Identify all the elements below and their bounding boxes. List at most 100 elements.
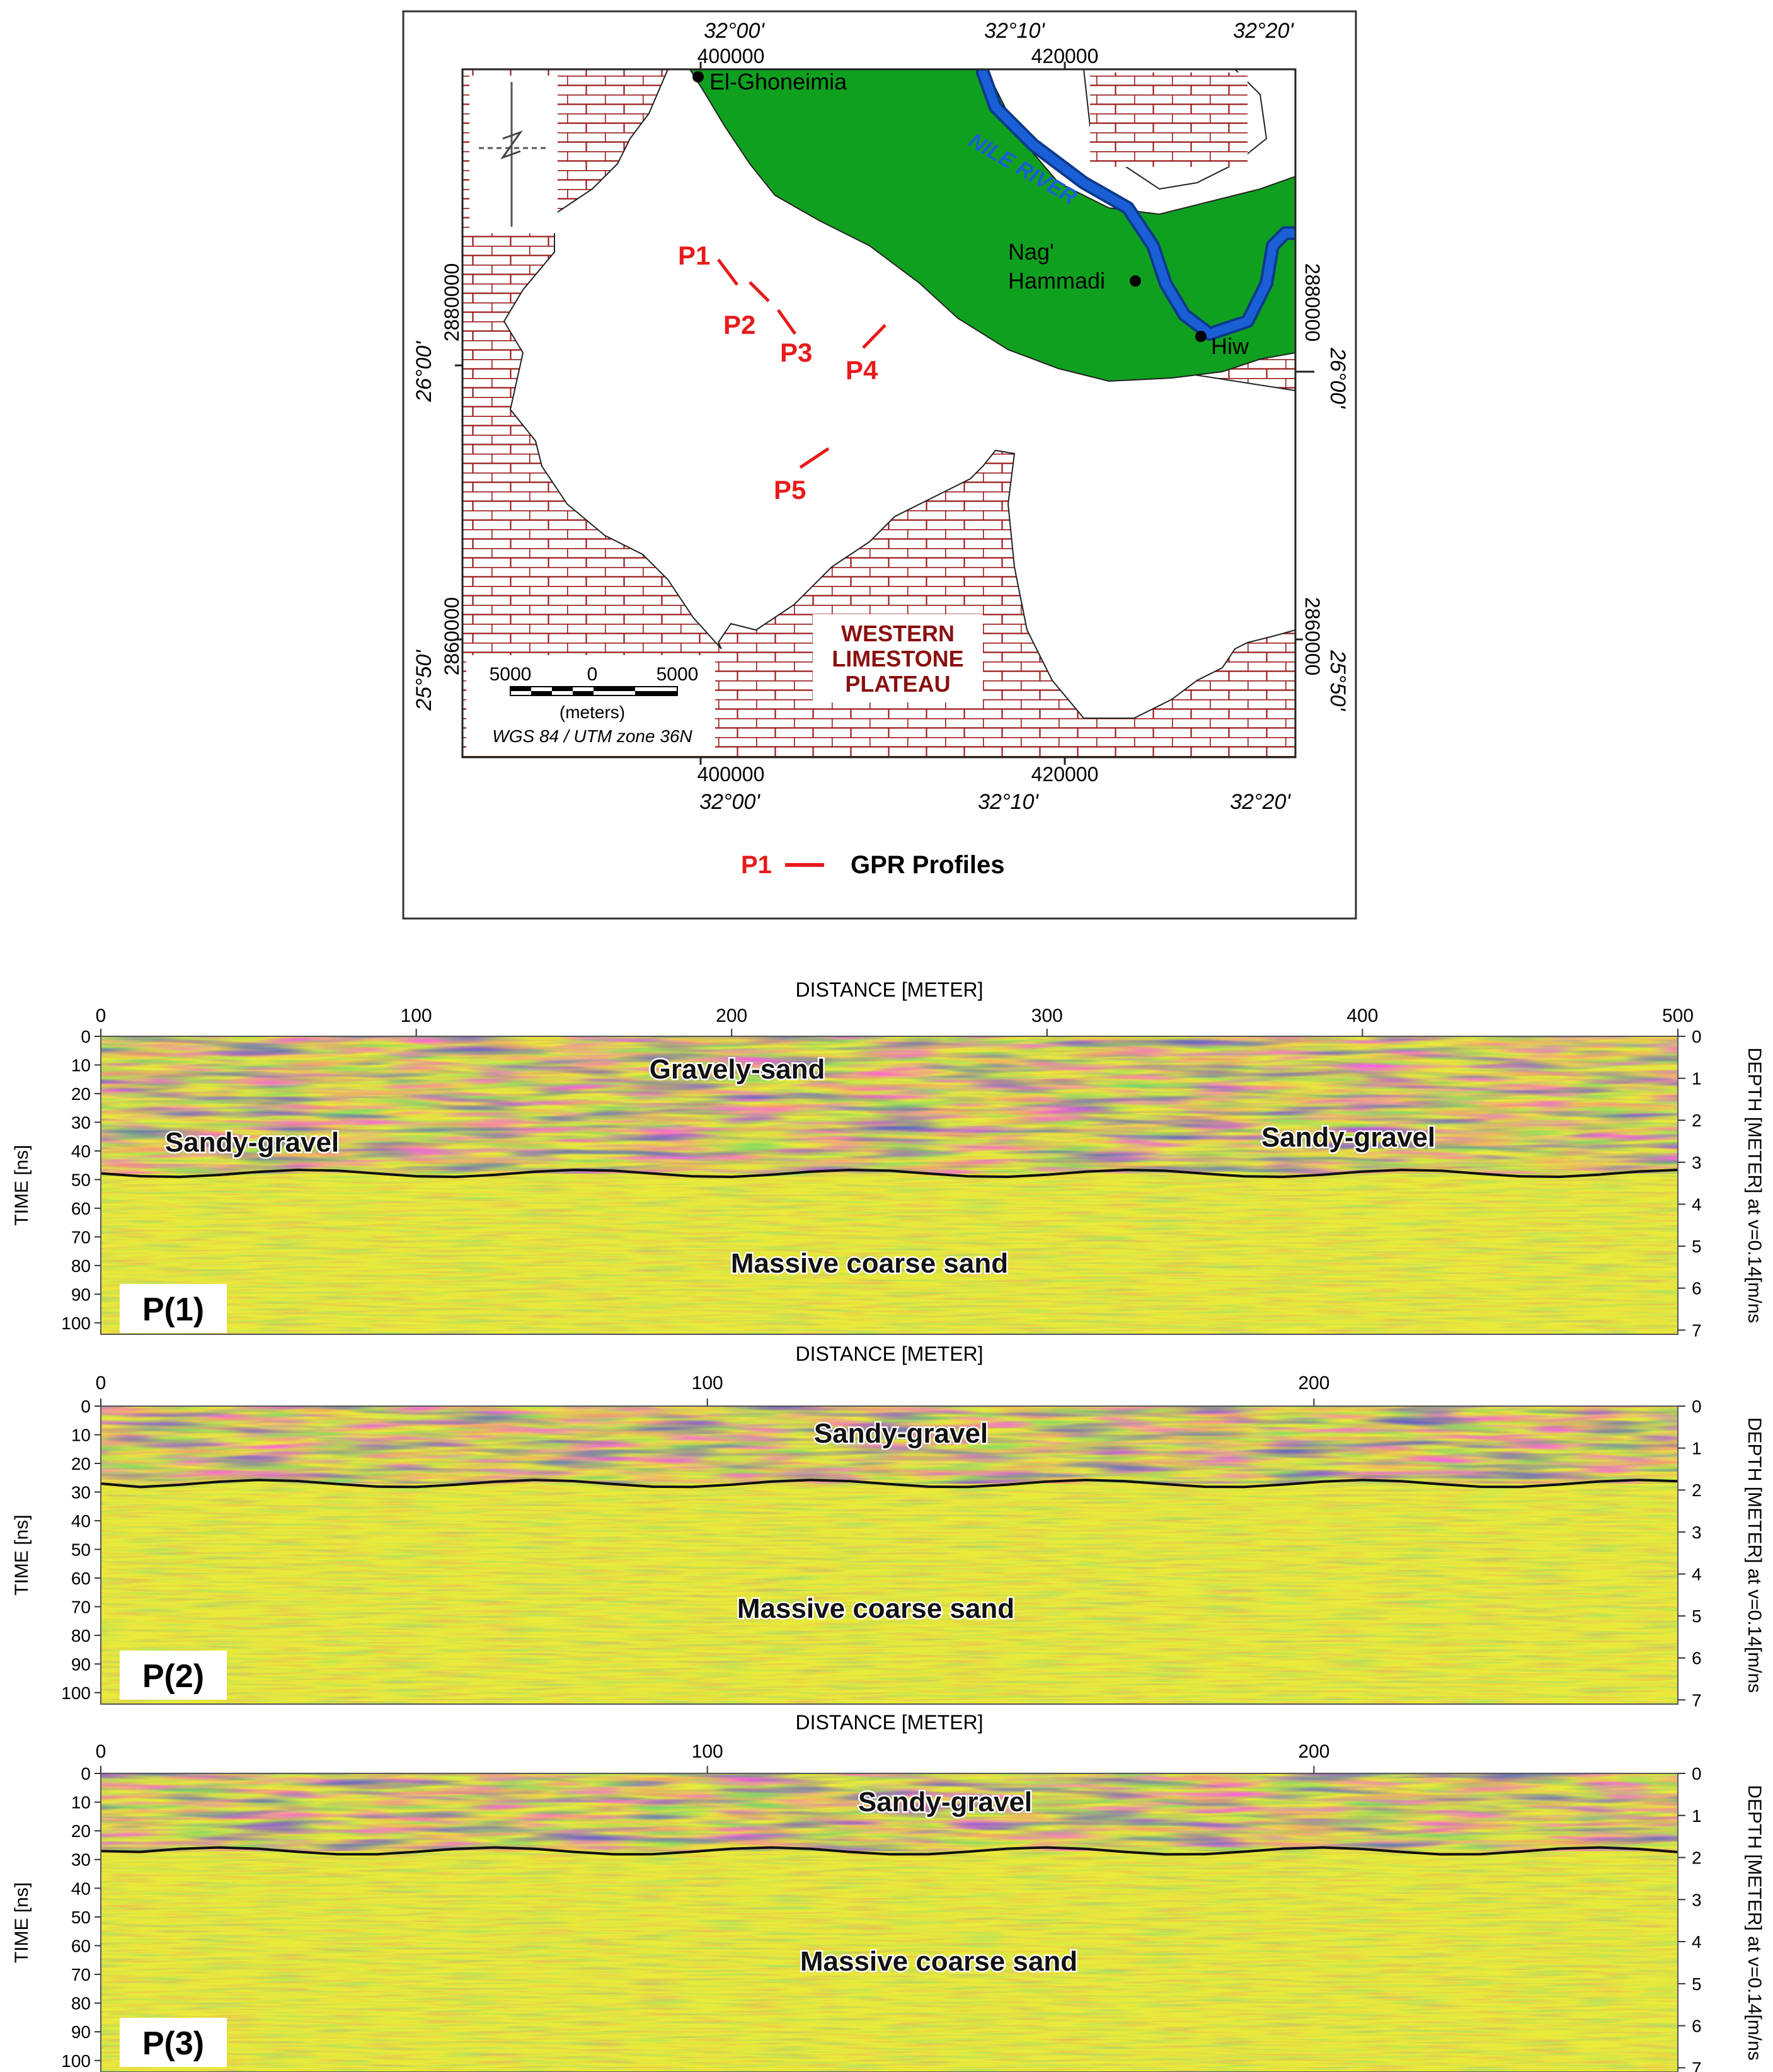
profile-label-p2: P2	[723, 310, 755, 340]
x-tick-label: 200	[1298, 1741, 1329, 1762]
y-tick-label: 60	[71, 1569, 91, 1588]
radargram-frame	[100, 1036, 1678, 1335]
north-arrow-icon	[469, 76, 558, 233]
unit-boundary-line	[100, 1168, 1678, 1179]
top-lon-label: 32°20'	[1233, 19, 1294, 43]
town-marker	[692, 71, 704, 83]
depth-tick-label: 0	[1692, 1027, 1702, 1046]
unit-label: Gravely-sand	[650, 1054, 825, 1085]
time-axis-title: TIME [ns]	[11, 1882, 32, 1963]
x-tick-label: 0	[96, 1373, 106, 1394]
legend-symbol-label: P1	[741, 851, 772, 879]
y-tick-label: 20	[71, 1821, 91, 1841]
depth-tick-label: 5	[1692, 1237, 1702, 1256]
y-tick-label: 10	[71, 1055, 91, 1075]
town-label-nag-hammadi: Hammadi	[1008, 268, 1105, 294]
unit-boundary-line	[100, 1846, 1678, 1856]
depth-tick-label: 2	[1692, 1111, 1702, 1130]
plateau-label: WESTERN	[841, 621, 955, 646]
depth-tick-label: 4	[1692, 1932, 1702, 1952]
scale-label: 5000	[657, 664, 699, 685]
depth-tick-label: 6	[1692, 2017, 1702, 2036]
x-tick-label: 300	[1031, 1005, 1063, 1026]
x-tick-label: 200	[716, 1005, 747, 1026]
y-tick-label: 80	[71, 1256, 91, 1276]
island-brick	[1090, 72, 1248, 167]
scale-bar-box	[466, 655, 715, 756]
depth-tick-label: 3	[1692, 1153, 1702, 1172]
depth-axis-title: DEPTH [METER] at v=0.14[m/ns	[1744, 1785, 1765, 2061]
y-tick-label: 30	[71, 1113, 91, 1132]
y-tick-label: 60	[71, 1936, 91, 1955]
depth-tick-label: 2	[1692, 1848, 1702, 1868]
left-lat-label: 26°00'	[412, 341, 436, 403]
profile-label-p3: P3	[780, 338, 812, 367]
radargram-panel: DISTANCE [METER]0 100 20001020304050607080…	[11, 1711, 1765, 2072]
y-tick-label: 50	[71, 1170, 91, 1189]
top-lon-label: 32°10'	[984, 19, 1045, 43]
unit-boundary-line	[100, 1479, 1678, 1489]
top-lon-label: 32°00'	[704, 19, 765, 43]
panel-id-label: P(3)	[142, 2025, 204, 2062]
depth-tick-label: 2	[1692, 1480, 1702, 1500]
y-tick-label: 90	[71, 1654, 91, 1674]
right-lat-label: 25°50'	[1326, 650, 1350, 711]
bottom-lon-label: 32°10'	[978, 790, 1039, 814]
unit-label: Massive coarse sand	[731, 1248, 1008, 1279]
right-northing-label: 2880000	[1301, 263, 1324, 342]
depth-tick-label: 7	[1692, 1690, 1702, 1710]
reflector-band	[101, 1036, 1678, 1174]
town-marker	[1195, 331, 1207, 342]
plateau-label: PLATEAU	[845, 671, 950, 697]
x-tick-label: 100	[692, 1741, 723, 1762]
radargram-panel: DISTANCE [METER]0 100 200 300 400 50001020304…	[11, 978, 1765, 1340]
bottom-easting-label: 400000	[697, 763, 765, 786]
depth-tick-label: 4	[1692, 1564, 1702, 1584]
y-tick-label: 100	[61, 1314, 91, 1333]
y-tick-label: 10	[71, 1793, 91, 1812]
x-tick-label: 0	[96, 1741, 106, 1762]
x-tick-label: 0	[96, 1005, 106, 1026]
plateau-label: LIMESTONE	[832, 646, 963, 672]
reflector-band	[101, 1773, 1678, 1852]
time-axis-title: TIME [ns]	[11, 1145, 32, 1225]
legend-text: GPR Profiles	[851, 851, 1005, 879]
panel-id-label: P(2)	[142, 1658, 204, 1695]
unit-label: Sandy-gravel	[1261, 1122, 1435, 1153]
scale-unit: (meters)	[559, 702, 625, 722]
top-easting-label: 420000	[1031, 45, 1099, 67]
y-tick-label: 0	[81, 1764, 91, 1783]
depth-tick-label: 5	[1692, 1606, 1702, 1626]
depth-tick-label: 0	[1692, 1764, 1702, 1783]
y-tick-label: 10	[71, 1425, 91, 1445]
gpr-radargram-panels: DISTANCE [METER]0 100 200 300 400 50001020304…	[11, 978, 1765, 2072]
y-tick-label: 40	[71, 1879, 91, 1898]
y-tick-label: 0	[81, 1397, 91, 1416]
depth-tick-label: 4	[1692, 1194, 1702, 1214]
y-tick-label: 90	[71, 2022, 91, 2042]
panel-id-label: P(1)	[142, 1291, 204, 1328]
left-lat-label: 25°50'	[412, 650, 436, 711]
plateau-label-box	[813, 614, 983, 702]
unit-label: Massive coarse sand	[737, 1593, 1014, 1624]
depth-tick-label: 6	[1692, 1279, 1702, 1298]
depth-tick-label: 7	[1692, 1320, 1702, 1340]
profile-label-p1: P1	[678, 241, 710, 270]
left-northing-label: 2860000	[440, 597, 463, 676]
left-northing-label: 2880000	[440, 263, 463, 342]
depth-axis-title: DEPTH [METER] at v=0.14[m/ns	[1744, 1048, 1765, 1324]
y-tick-label: 50	[71, 1908, 91, 1927]
panel-id-box	[120, 2018, 227, 2067]
map-inner-frame	[461, 68, 1297, 758]
y-tick-label: 50	[71, 1540, 91, 1559]
panel-id-box	[120, 1284, 227, 1333]
y-tick-label: 90	[71, 1285, 91, 1304]
y-tick-label: 70	[71, 1597, 91, 1617]
gpr-profile-lines	[717, 258, 886, 469]
profile-label-p5: P5	[774, 475, 806, 505]
y-tick-label: 80	[71, 1626, 91, 1646]
x-tick-label: 400	[1346, 1005, 1378, 1026]
reflector-band	[101, 1406, 1678, 1484]
depth-tick-label: 6	[1692, 1649, 1702, 1668]
right-northing-label: 2860000	[1301, 597, 1324, 676]
